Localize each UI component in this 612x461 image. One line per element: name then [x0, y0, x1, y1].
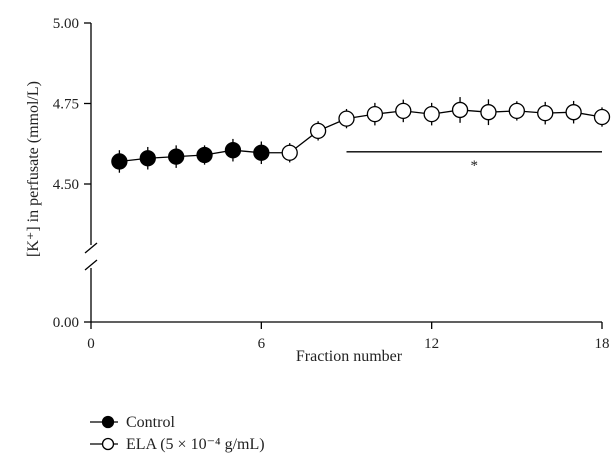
- point-control: [111, 153, 128, 170]
- x-tick-label: 0: [87, 336, 95, 352]
- significance-label: *: [471, 158, 479, 174]
- point-ela: [565, 104, 582, 121]
- axes: [84, 23, 602, 323]
- point-ela: [395, 102, 412, 120]
- point-ela: [480, 104, 497, 121]
- point-ela: [537, 105, 554, 122]
- point-control: [224, 142, 242, 159]
- series-layer: [111, 97, 611, 173]
- point-ela: [593, 108, 611, 126]
- point-ela: [451, 101, 469, 119]
- y-tick-label: 4.50: [53, 177, 79, 193]
- axis-break-mark: [84, 259, 98, 271]
- legend-marker-control: [101, 415, 115, 429]
- point-ela: [423, 105, 440, 123]
- legend-label: Control: [126, 414, 175, 431]
- x-tick-label: 12: [424, 336, 439, 352]
- x-tick-label: 6: [258, 336, 266, 352]
- data-line: [119, 109, 603, 163]
- x-tick-label: 18: [595, 336, 610, 352]
- annotation-group: *: [346, 151, 602, 174]
- tick-group: 0.00 4.50 4.75 5.00 0 6 12 18: [53, 16, 610, 352]
- point-ela: [309, 122, 327, 140]
- point-ela: [366, 105, 384, 123]
- axis-break-mark: [84, 242, 98, 254]
- y-tick-label: 4.75: [53, 97, 79, 113]
- point-control: [168, 148, 185, 165]
- series-2: [281, 97, 611, 163]
- y-tick-label: 0.00: [53, 315, 79, 331]
- x-axis-label: Fraction number: [296, 348, 403, 365]
- point-control: [253, 144, 270, 161]
- point-ela: [281, 144, 298, 161]
- legend-label: ELA (5 × 10⁻⁴ g/mL): [126, 436, 265, 453]
- legend-marker-ela: [101, 437, 115, 451]
- y-axis-label: [K⁺] in perfusate (mmol/L): [25, 81, 42, 257]
- series-1: [111, 138, 270, 173]
- point-control: [139, 150, 156, 167]
- point-ela: [508, 102, 525, 120]
- point-control: [196, 146, 213, 164]
- point-ela: [338, 110, 355, 127]
- y-tick-label: 5.00: [53, 16, 79, 32]
- legend: Control ELA (5 × 10⁻⁴ g/mL): [90, 414, 265, 453]
